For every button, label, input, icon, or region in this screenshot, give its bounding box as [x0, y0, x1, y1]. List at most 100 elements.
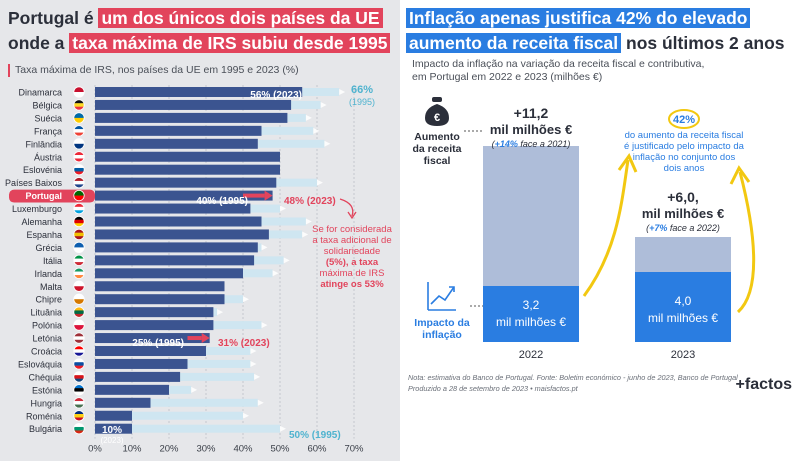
change-arrow-head — [313, 127, 320, 134]
country-label: Irlanda — [34, 269, 62, 279]
bar-inflation-segment — [483, 286, 579, 342]
bar-1995 — [302, 88, 340, 96]
note-line: a taxa adicional de — [312, 235, 391, 246]
flag-icon — [73, 332, 85, 344]
note-arrow — [339, 198, 354, 217]
right-title-plain-2: nos últimos 2 anos — [626, 33, 785, 53]
flag-icon — [73, 125, 85, 137]
flag-icon — [73, 138, 85, 150]
bar-2023-inflation-value: 4,0 — [675, 294, 692, 308]
country-label: Malta — [40, 282, 62, 292]
bar-2023 — [95, 112, 288, 123]
bar-2023-year: 2023 — [671, 349, 695, 361]
bar-2023 — [95, 87, 303, 97]
flag-icon — [73, 241, 85, 253]
annotation-bulgaria-2023-year: (2023) — [100, 436, 123, 445]
bar-2023-inflation-unit: mil milhões € — [648, 311, 718, 325]
bar-2023 — [95, 423, 132, 434]
x-tick-label: 40% — [233, 444, 253, 455]
right-title-line1: Inflação apenas justifica 42% do elevado — [406, 6, 751, 30]
change-arrow-head — [201, 333, 210, 344]
country-label: Eslováquia — [18, 359, 62, 369]
left-title-plain-1: Portugal é — [8, 8, 94, 28]
bar-2023 — [95, 203, 251, 214]
country-label: Letónia — [32, 334, 62, 344]
bar-2022-change: (+14% face a 2021) — [492, 139, 571, 149]
flag-icon — [73, 228, 85, 241]
change-arrow-head — [272, 270, 279, 277]
bar-2023-change-pct: +7% — [649, 223, 667, 233]
flag-icon — [73, 86, 85, 98]
x-tick-label: 60% — [307, 444, 327, 455]
note-line: (5%), a taxa — [326, 257, 379, 268]
right-panel: Inflação apenas justifica 42% do elevado… — [400, 0, 800, 461]
left-panel: Portugal é um dos únicos dois países da … — [0, 0, 400, 461]
country-label: Alemanha — [21, 217, 62, 227]
country-label: Áustria — [34, 152, 62, 162]
bar-inflation-segment — [635, 272, 731, 342]
annotation-bulgaria-2023-value: 10% — [102, 425, 122, 436]
bar-1995 — [243, 269, 273, 278]
left-title-line2: onde a taxa máxima de IRS subiu desde 19… — [8, 31, 391, 55]
bar-2023 — [95, 410, 132, 421]
bar-1995 — [257, 139, 325, 148]
change-arrow-head — [191, 386, 198, 393]
growth-chart-icon — [427, 282, 456, 311]
country-label: Roménia — [26, 411, 62, 421]
note-line: máxima de IRS — [320, 268, 385, 279]
flag-icon — [73, 345, 85, 357]
bar-2023 — [95, 294, 225, 305]
left-title-line1: Portugal é um dos únicos dois países da … — [8, 6, 383, 30]
bar-total-segment — [483, 146, 579, 286]
annotation-latvia-1995: 25% (1995) — [132, 338, 184, 349]
change-arrow-head — [250, 348, 257, 354]
bar-1995 — [224, 295, 243, 304]
right-subtitle-line1: Impacto da inflação na variação da recei… — [412, 58, 705, 70]
change-arrow-head — [217, 309, 224, 316]
country-label: França — [34, 126, 62, 136]
bar-2023 — [95, 384, 169, 395]
bar-2023 — [95, 164, 280, 175]
flag-icon — [73, 202, 85, 215]
bar-2022-year: 2022 — [519, 349, 543, 361]
change-arrow-head — [264, 190, 273, 201]
x-tick-label: 70% — [344, 444, 364, 455]
country-label: Dinamarca — [18, 88, 62, 98]
annotation-top-1995-year: (1995) — [349, 97, 375, 107]
bar-2023 — [95, 151, 280, 162]
footnote-source: Nota: estimativa do Banco de Portugal. F… — [408, 373, 738, 382]
factos-logo: +factos — [736, 376, 793, 393]
bar-1995 — [169, 385, 192, 394]
country-label: Grécia — [35, 243, 62, 253]
bar-2023 — [95, 333, 210, 344]
bar-2023-change-text: face a 2022 — [670, 223, 717, 233]
bar-2023-header: +6,0, mil milhões € (+7% face a 2022) — [642, 189, 724, 233]
footnote-produced: Produzido a 28 de setembro de 2023 • mai… — [408, 384, 579, 393]
bar-2022-change-pct: +14% — [495, 139, 518, 149]
callout-arrow-right-head — [729, 165, 751, 185]
change-arrow-head — [261, 244, 268, 251]
portugal-row-highlight — [9, 189, 95, 203]
bar-1995 — [268, 230, 303, 239]
country-label: Estónia — [32, 385, 62, 395]
bar-2023 — [95, 177, 277, 188]
money-bag-icon: € — [425, 97, 449, 126]
flag-icon — [73, 177, 85, 189]
label-receita: Aumento da receita fiscal — [412, 131, 461, 167]
x-tick-label: 20% — [159, 444, 179, 455]
change-arrow-head — [302, 231, 309, 238]
right-title-highlight-1: Inflação apenas justifica 42% do elevado — [406, 8, 751, 28]
bar-2023 — [95, 358, 188, 369]
left-title-plain-2: onde a — [8, 33, 65, 53]
bar-2022-total-unit: mil milhões € — [490, 122, 572, 137]
note-line: atinge os 53% — [320, 279, 384, 290]
callout-line: do aumento da receita fiscal — [625, 130, 744, 141]
bar-2023-total-unit: mil milhões € — [642, 206, 724, 221]
bar-2022-total-value: +11,2 — [514, 105, 549, 121]
bar-2023 — [95, 216, 262, 227]
country-label: Chipre — [35, 295, 62, 305]
flag-icon — [73, 306, 85, 318]
change-arrow-head — [324, 140, 331, 147]
bar-1995 — [132, 411, 243, 420]
annotation-portugal-1995: 40% (1995) — [196, 196, 248, 207]
